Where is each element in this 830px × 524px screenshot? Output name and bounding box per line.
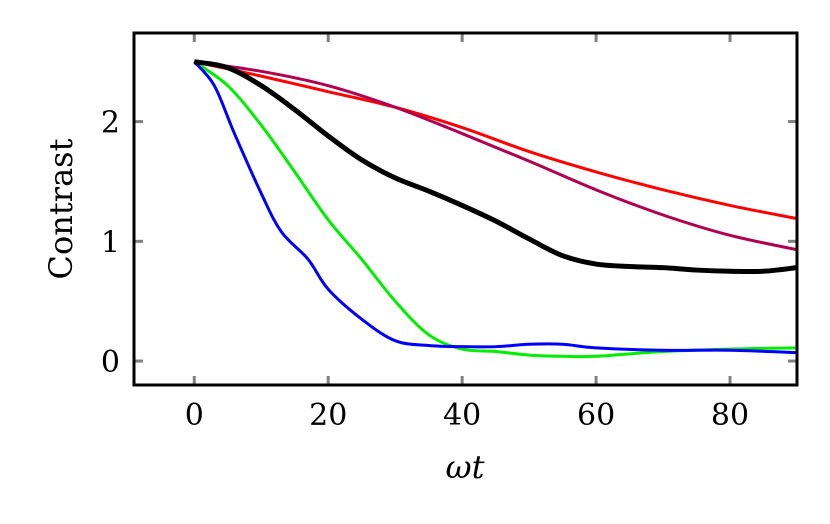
series-group [193,59,797,359]
x-tick-label: 60 [577,398,615,433]
plot-frame [132,31,799,387]
series-line-4 [193,59,797,275]
y-axis-label: Contrast [42,138,80,279]
series-line-3 [193,60,797,355]
y-tick-label: 0 [101,345,120,380]
x-tick-label: 80 [711,398,749,433]
tick-label-group: 0 20 40 60 80 0 1 2 [101,106,749,433]
x-tick-label: 40 [443,398,481,433]
y-tick-label: 1 [101,225,120,260]
y-tick-label: 2 [101,106,120,141]
x-tick-label: 20 [309,398,347,433]
series-line-1 [194,60,797,252]
series-line-2 [193,60,797,359]
x-tick-label: 0 [185,398,204,433]
x-axis-label: ωt [446,448,485,486]
series-line-0 [193,60,797,221]
